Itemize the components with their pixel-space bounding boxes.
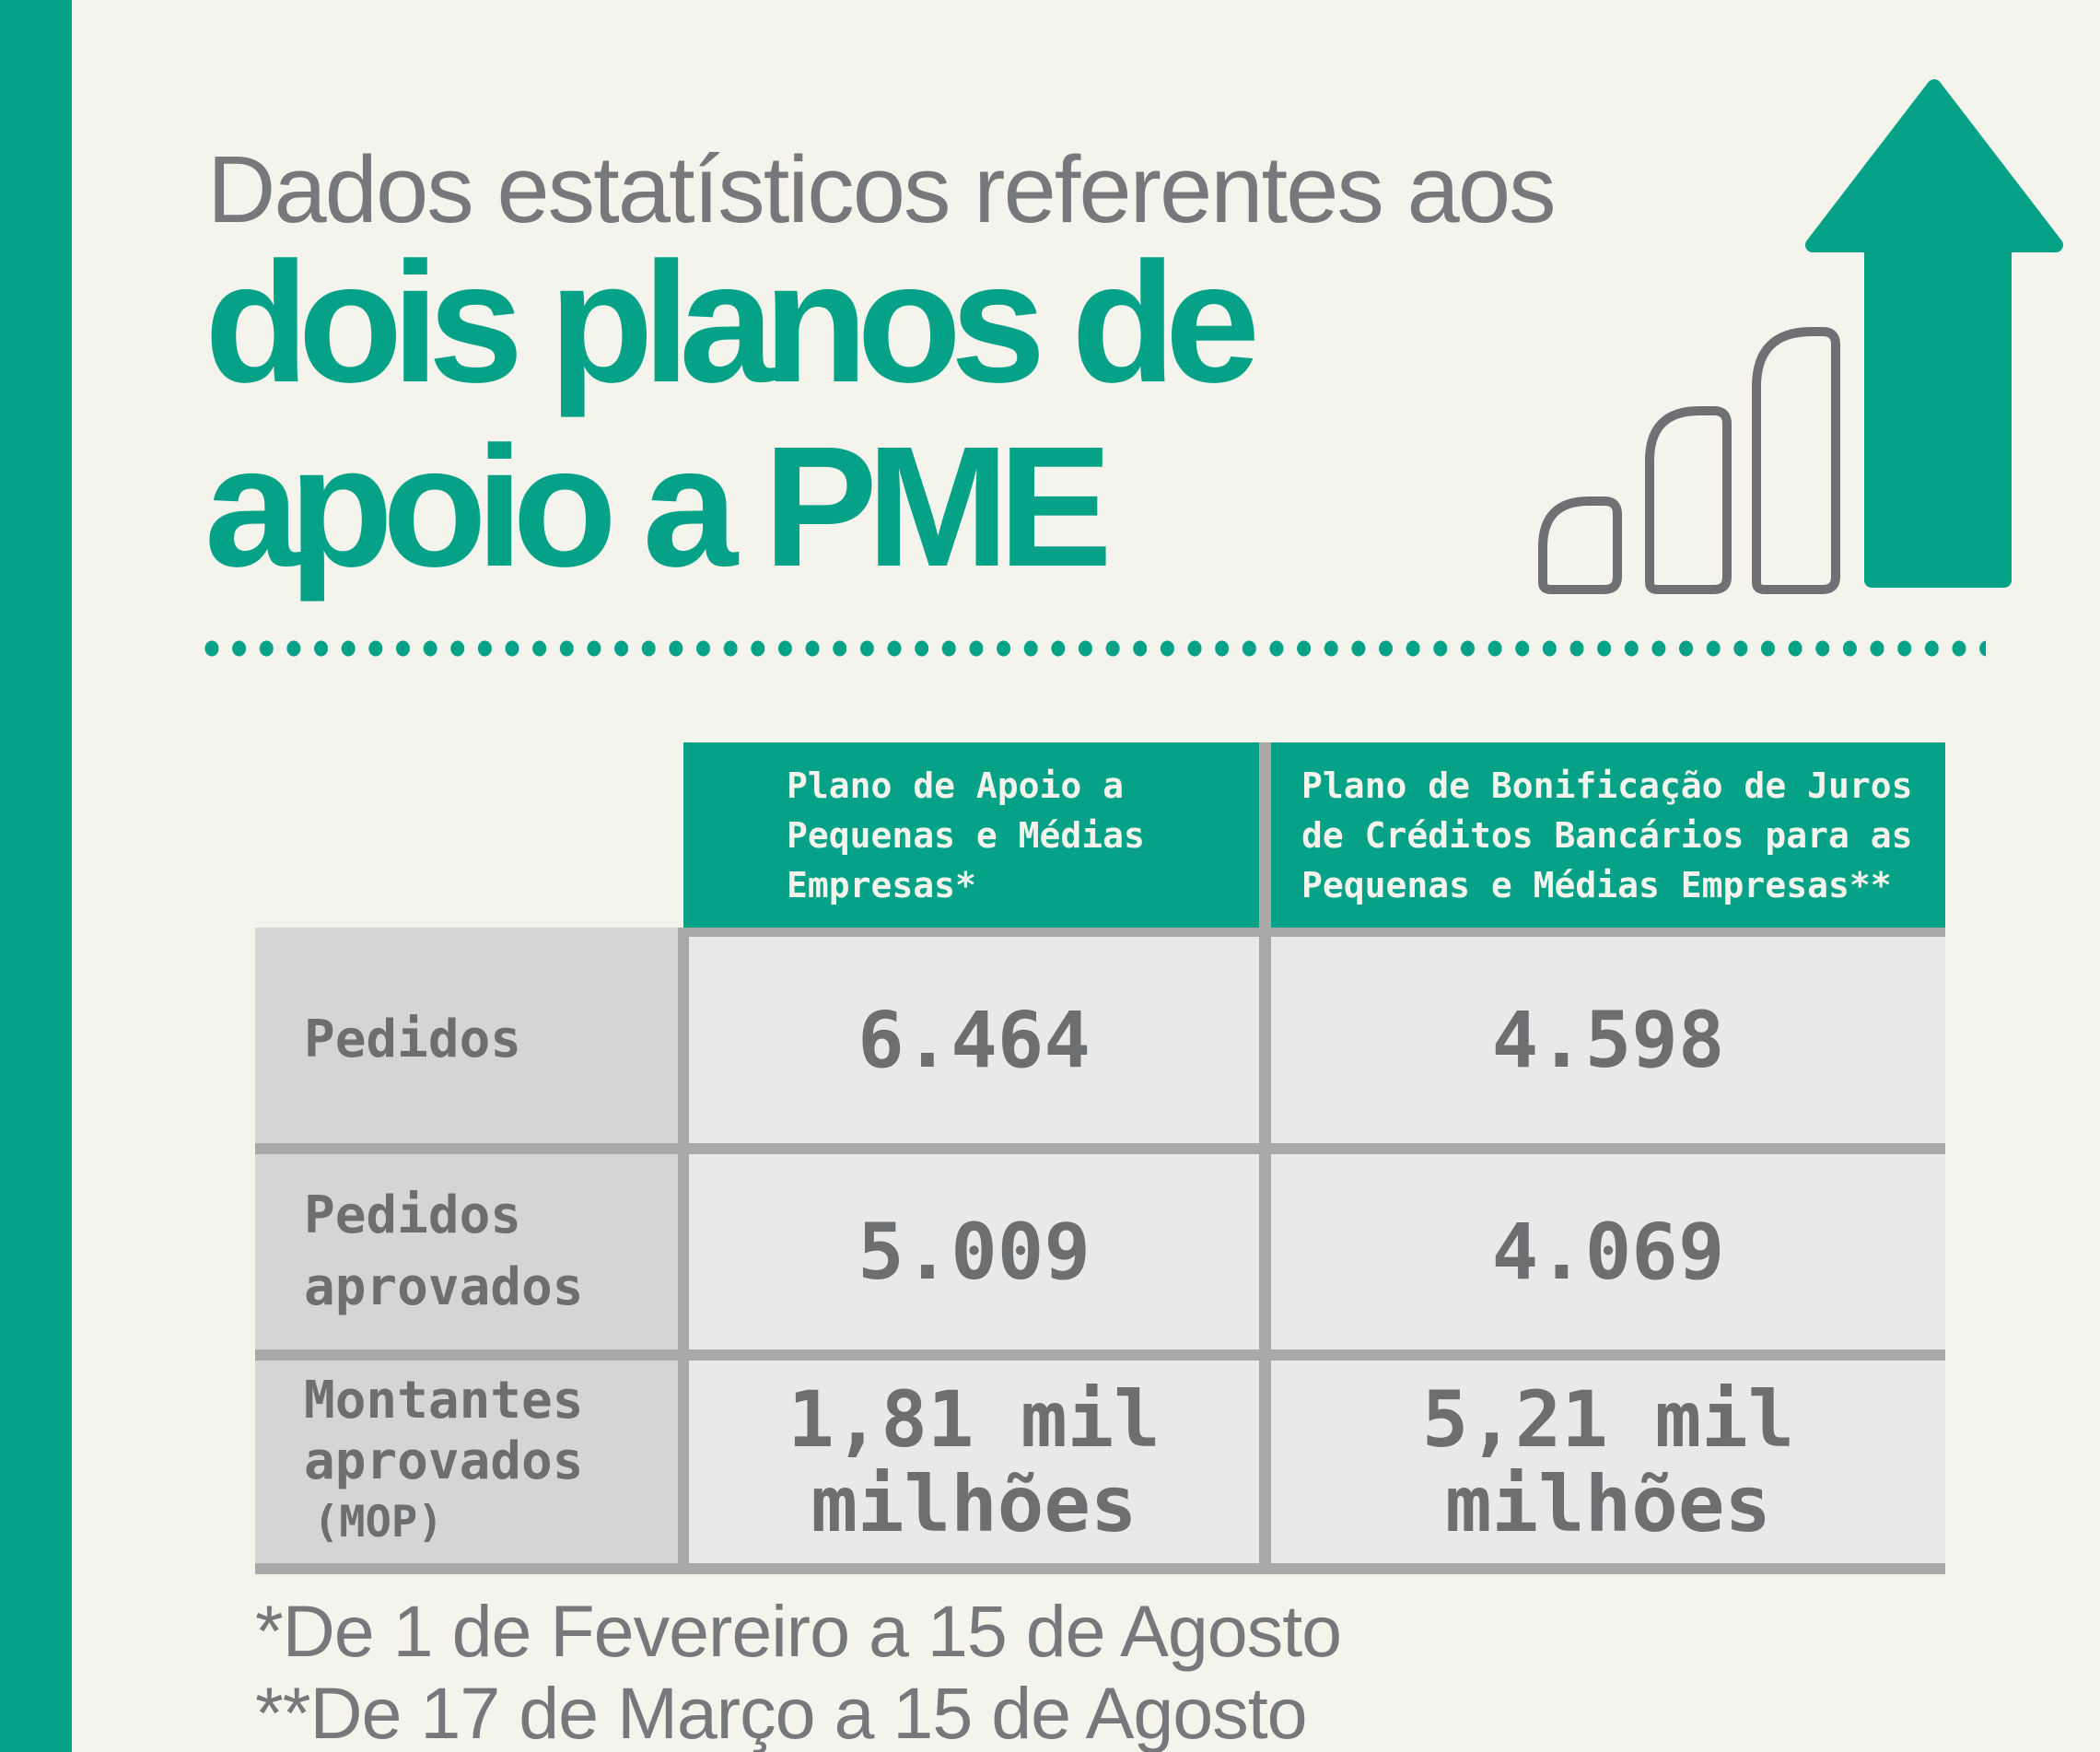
table-header-plan1-label: Plano de Apoio a Pequenas e Médias Empre… [787,765,1145,905]
left-accent-bar [0,0,72,1752]
table-header-plan2-label: Plano de Bonificação de Juros de Crédito… [1301,765,1913,905]
table-header-plan2: Plano de Bonificação de Juros de Crédito… [1271,742,1945,928]
label-column-divider [678,937,689,1563]
row-label-montantes-unit: (MOP) [313,1497,444,1548]
plan1-column-background [689,937,1259,1563]
cell-pedidos-plan2: 4.598 [1491,995,1725,1085]
title-eyebrow: Dados estatísticos referentes aos [207,136,1557,242]
table-header-plan1: Plano de Apoio a Pequenas e Médias Empre… [683,742,1259,928]
row-label-pedidos: Pedidos [304,1010,522,1069]
row-label-pedidos-aprovados: Pedidos aprovados [304,1186,584,1317]
page-title-line1: dois planos de [204,228,1260,418]
header-bottom-border [678,928,1945,937]
table-bottom-border [255,1563,1945,1574]
footnote-line2: **De 17 de Março a 15 de Agosto [255,1672,1308,1752]
growth-bars-up-arrow-icon [1538,79,2063,594]
bar-chart-icon [1538,327,1840,594]
plan2-column-background [1271,937,1945,1563]
statistics-table: Plano de Apoio a Pequenas e Médias Empre… [255,742,1945,1574]
row-border [255,1349,1945,1361]
row-label-montantes: Montantes aprovados (MOP) [304,1310,583,1614]
row-label-montantes-main: Montantes aprovados [304,1371,584,1491]
row-border [255,1143,1945,1154]
footnotes: *De 1 de Fevereiro a 15 de Agosto **De 1… [255,1590,1342,1752]
up-arrow-icon [1805,79,2063,588]
cell-montantes-plan2: 5,21 mil milhões [1421,1374,1795,1549]
footnote-line1: *De 1 de Fevereiro a 15 de Agosto [255,1590,1342,1672]
page-title-line2: apoio a PME [204,412,1113,602]
label-column-background [255,928,678,1563]
cell-pedidos-plan1: 6.464 [858,995,1091,1085]
cell-montantes-plan1: 1,81 mil milhões [788,1374,1161,1549]
cell-aprovados-plan1: 5.009 [858,1207,1091,1297]
dotted-divider [204,640,1986,657]
column-divider [1259,742,1271,1574]
cell-aprovados-plan2: 4.069 [1491,1207,1725,1297]
